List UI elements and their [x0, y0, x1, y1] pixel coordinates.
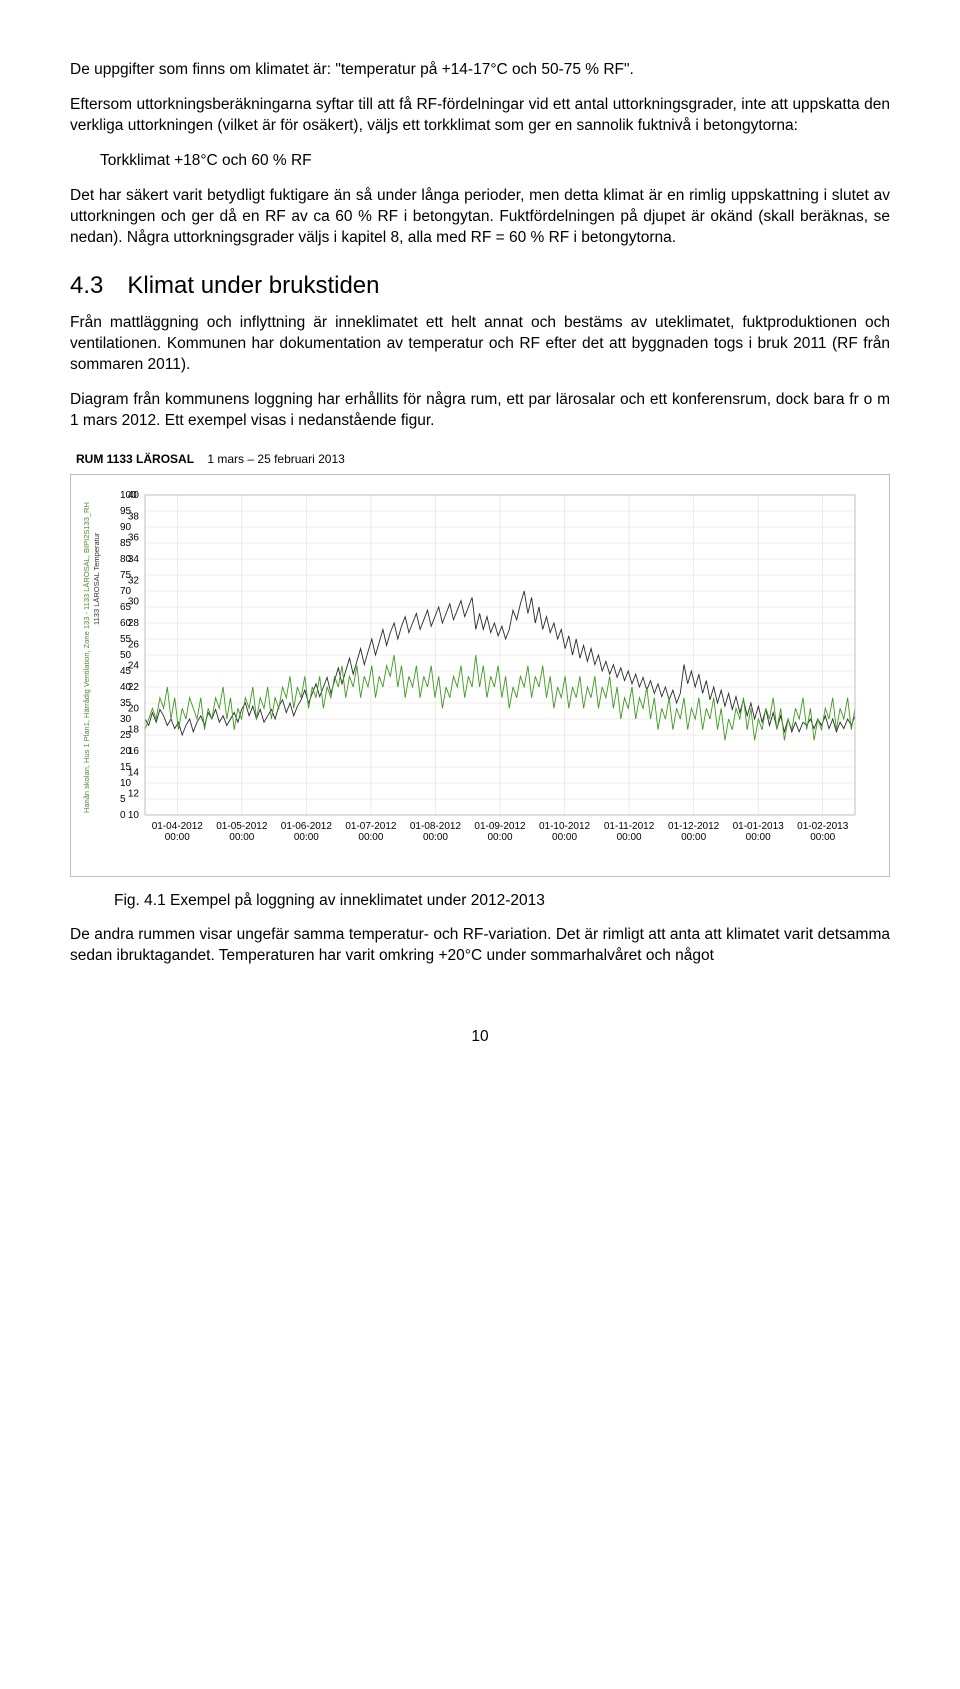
svg-text:32: 32	[128, 575, 140, 586]
svg-text:00:00: 00:00	[810, 832, 835, 843]
svg-text:30: 30	[128, 596, 140, 607]
svg-text:00:00: 00:00	[681, 832, 706, 843]
paragraph: Diagram från kommunens loggning har erhå…	[70, 390, 890, 432]
svg-text:1133 LÄROSAL Temperatur: 1133 LÄROSAL Temperatur	[92, 532, 101, 625]
svg-text:5: 5	[120, 794, 126, 805]
svg-text:14: 14	[128, 767, 140, 778]
paragraph: Eftersom uttorkningsberäkningarna syftar…	[70, 95, 890, 137]
svg-text:01-05-2012: 01-05-2012	[216, 821, 268, 832]
svg-text:01-09-2012: 01-09-2012	[474, 821, 526, 832]
svg-text:28: 28	[128, 618, 140, 629]
svg-text:00:00: 00:00	[617, 832, 642, 843]
svg-text:01-08-2012: 01-08-2012	[410, 821, 462, 832]
svg-text:36: 36	[128, 532, 140, 543]
svg-text:01-11-2012: 01-11-2012	[604, 821, 655, 832]
svg-text:20: 20	[128, 703, 140, 714]
svg-text:00:00: 00:00	[165, 832, 190, 843]
svg-text:26: 26	[128, 639, 140, 650]
chart-title: RUM 1133 LÄROSAL 1 mars – 25 februari 20…	[76, 451, 890, 467]
svg-text:38: 38	[128, 511, 140, 522]
paragraph: Från mattläggning och inflyttning är inn…	[70, 313, 890, 376]
svg-text:24: 24	[128, 660, 140, 671]
svg-text:00:00: 00:00	[423, 832, 448, 843]
svg-text:18: 18	[128, 724, 140, 735]
section-heading: 4.3 Klimat under brukstiden	[70, 270, 890, 302]
paragraph: De uppgifter som finns om klimatet är: "…	[70, 60, 890, 81]
svg-text:00:00: 00:00	[358, 832, 383, 843]
svg-text:10: 10	[120, 778, 132, 789]
svg-text:01-01-2013: 01-01-2013	[733, 821, 785, 832]
indent-line: Torkklimat +18°C och 60 % RF	[100, 151, 890, 172]
svg-text:01-07-2012: 01-07-2012	[345, 821, 397, 832]
svg-text:34: 34	[128, 554, 140, 565]
svg-text:01-04-2012: 01-04-2012	[152, 821, 204, 832]
svg-text:Hanån skolan, Hus 1 Plan1, Här: Hanån skolan, Hus 1 Plan1, Härrådig Vent…	[82, 502, 91, 813]
svg-text:16: 16	[128, 746, 140, 757]
svg-text:01-06-2012: 01-06-2012	[281, 821, 333, 832]
figure-caption: Fig. 4.1 Exempel på loggning av inneklim…	[114, 891, 890, 912]
svg-text:10: 10	[128, 810, 140, 821]
svg-text:01-02-2013: 01-02-2013	[797, 821, 849, 832]
svg-text:0: 0	[120, 810, 126, 821]
svg-text:70: 70	[120, 586, 132, 597]
svg-text:01-10-2012: 01-10-2012	[539, 821, 591, 832]
svg-text:12: 12	[128, 788, 140, 799]
svg-text:50: 50	[120, 650, 132, 661]
svg-text:40: 40	[128, 490, 140, 501]
svg-text:22: 22	[128, 682, 140, 693]
chart-svg: 1009590858075706560555045403530252015105…	[75, 485, 883, 865]
svg-text:90: 90	[120, 522, 132, 533]
paragraph: De andra rummen visar ungefär samma temp…	[70, 925, 890, 967]
svg-text:01-12-2012: 01-12-2012	[668, 821, 720, 832]
svg-text:30: 30	[120, 714, 132, 725]
page-number: 10	[70, 1027, 890, 1048]
svg-text:00:00: 00:00	[487, 832, 512, 843]
paragraph: Det har säkert varit betydligt fuktigare…	[70, 186, 890, 249]
svg-text:00:00: 00:00	[229, 832, 254, 843]
svg-text:00:00: 00:00	[294, 832, 319, 843]
svg-text:00:00: 00:00	[552, 832, 577, 843]
svg-text:00:00: 00:00	[746, 832, 771, 843]
climate-chart: 1009590858075706560555045403530252015105…	[70, 474, 890, 877]
